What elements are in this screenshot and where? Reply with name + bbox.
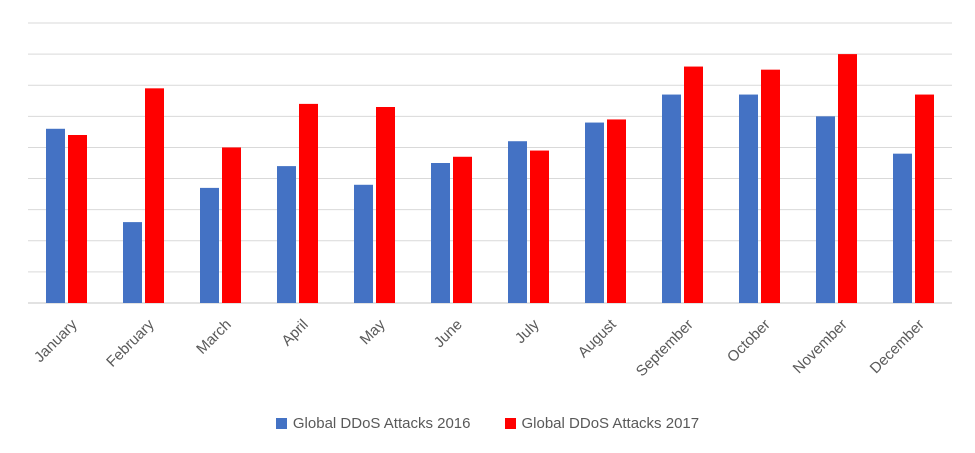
bar-2017-july <box>530 150 549 303</box>
x-tick-label-april: April <box>278 316 311 349</box>
x-tick-label-may: May <box>357 316 389 348</box>
bar-2016-february <box>123 222 142 303</box>
bar-2017-august <box>607 119 626 303</box>
x-tick-label-july: July <box>512 316 543 347</box>
bar-2016-may <box>354 184 373 303</box>
bar-2016-november <box>816 116 835 303</box>
bar-2016-december <box>893 153 912 303</box>
bar-2017-march <box>222 147 241 303</box>
x-tick-label-august: August <box>575 316 621 362</box>
bar-2017-december <box>915 94 934 303</box>
x-tick-label-september: September <box>633 316 697 380</box>
bar-2016-august <box>585 122 604 303</box>
bar-2017-april <box>299 103 318 303</box>
bar-2017-november <box>838 54 857 303</box>
bar-2017-january <box>68 135 87 303</box>
legend-item-2017: Global DDoS Attacks 2017 <box>504 414 700 432</box>
bar-2017-september <box>684 66 703 303</box>
bar-2017-june <box>453 156 472 303</box>
x-tick-label-march: March <box>193 316 234 357</box>
bar-2016-july <box>508 141 527 303</box>
legend-label-2017: Global DDoS Attacks 2017 <box>521 414 700 432</box>
x-tick-label-october: October <box>724 316 774 366</box>
bar-2016-april <box>277 166 296 303</box>
x-tick-label-november: November <box>790 316 851 377</box>
bar-2016-march <box>200 187 219 303</box>
legend-swatch-2016 <box>275 417 287 429</box>
x-tick-label-january: January <box>31 316 81 366</box>
bar-2016-september <box>662 94 681 303</box>
bar-2016-october <box>739 94 758 303</box>
bar-2017-october <box>761 69 780 304</box>
legend-item-2016: Global DDoS Attacks 2016 <box>275 414 471 432</box>
bar-2016-june <box>431 163 450 303</box>
bar-2017-may <box>376 107 395 303</box>
legend-swatch-2017 <box>504 417 516 429</box>
legend: Global DDoS Attacks 2016 Global DDoS Att… <box>0 411 975 435</box>
x-tick-label-december: December <box>867 316 928 377</box>
legend-label-2016: Global DDoS Attacks 2016 <box>292 414 471 432</box>
x-tick-label-february: February <box>103 316 158 371</box>
bar-2017-february <box>145 88 164 303</box>
bar-2016-january <box>46 128 65 303</box>
x-tick-label-june: June <box>431 316 466 351</box>
